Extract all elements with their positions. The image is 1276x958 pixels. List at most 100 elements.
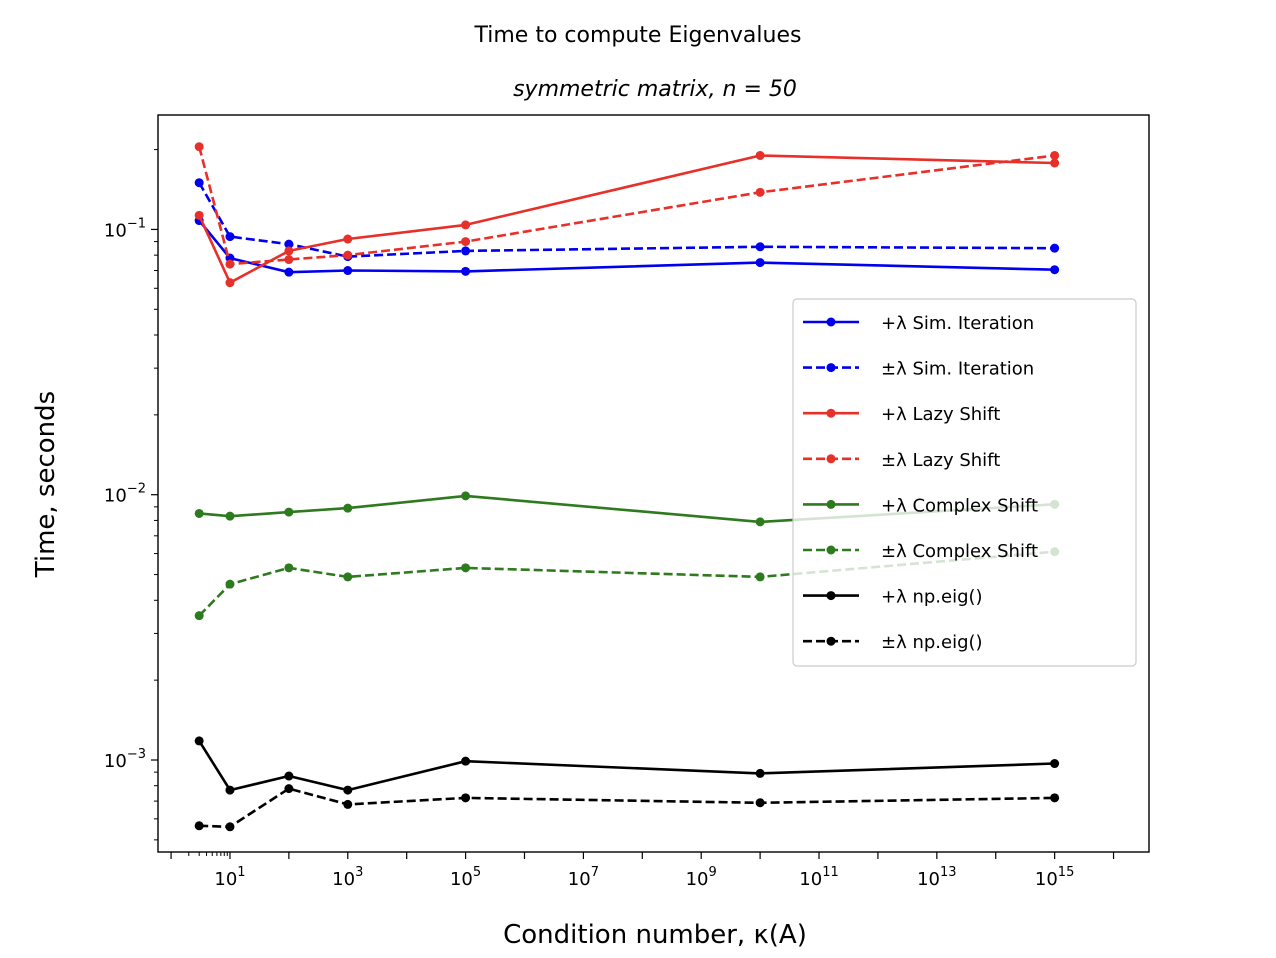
x-tick-label: 1015 [1035, 865, 1074, 890]
data-point [194, 611, 204, 621]
legend-box [792, 298, 1137, 667]
y-tick-label: 10−2 [104, 482, 146, 507]
data-point [461, 246, 471, 256]
data-point [284, 267, 294, 277]
y-tick-label: 10−1 [104, 216, 146, 241]
x-tick-label: 101 [214, 865, 245, 890]
data-point [1050, 265, 1060, 275]
data-point [194, 736, 204, 746]
legend-marker [826, 408, 836, 418]
data-point [343, 250, 353, 260]
legend-entry: +λ Lazy Shift [803, 404, 1000, 425]
x-axis-label: Condition number, κ(A) [503, 920, 807, 950]
data-point [225, 259, 235, 269]
data-point [284, 563, 294, 573]
data-point [194, 821, 204, 831]
plot-frame [157, 114, 1150, 853]
axes-layer: 101 103 105 107 109 1011 1013 1015 10−1 10−2 10−3 [104, 114, 1150, 890]
chart-subtitle: symmetric matrix, n = 50 [513, 77, 797, 102]
data-point [284, 255, 294, 265]
data-point [755, 258, 765, 268]
x-tick-label: 107 [568, 865, 599, 890]
x-tick-label: 109 [686, 865, 717, 890]
data-point [461, 756, 471, 766]
legend-label: +λ Sim. Iteration [881, 313, 1034, 334]
data-point [1050, 150, 1060, 160]
data-point [461, 563, 471, 573]
data-point [194, 142, 204, 152]
legend-label: +λ Complex Shift [881, 495, 1038, 516]
legend-entry: ±λ Complex Shift [803, 541, 1038, 562]
x-tick-label: 105 [450, 865, 481, 890]
legend-label: +λ np.eig() [881, 587, 983, 608]
data-point [284, 784, 294, 794]
legend: +λ Sim. Iteration ±λ Sim. Iteration +λ Laz… [792, 298, 1137, 667]
data-point [1050, 243, 1060, 253]
legend-marker [826, 591, 836, 601]
data-point [343, 503, 353, 513]
data-point [343, 799, 353, 809]
data-point [755, 517, 765, 527]
legend-entry: ±λ Sim. Iteration [803, 359, 1034, 380]
legend-entry: +λ np.eig() [803, 587, 983, 608]
data-point [284, 507, 294, 517]
data-point [284, 239, 294, 249]
data-point [225, 278, 235, 288]
x-tick-label: 1011 [799, 865, 838, 890]
data-point [194, 178, 204, 188]
series-6 [194, 736, 1060, 795]
series-line [198, 182, 1055, 258]
data-point [194, 210, 204, 220]
legend-marker [826, 363, 836, 373]
data-point [343, 234, 353, 244]
data-point [225, 579, 235, 589]
data-point [284, 246, 294, 256]
data-point [284, 771, 294, 781]
data-point [1050, 759, 1060, 769]
data-point [343, 785, 353, 795]
data-point [755, 768, 765, 778]
legend-label: ±λ Lazy Shift [881, 450, 1000, 471]
data-point [755, 572, 765, 582]
data-point [194, 508, 204, 518]
legend-label: ±λ Complex Shift [881, 541, 1038, 562]
data-point [461, 793, 471, 803]
data-point [755, 150, 765, 160]
series-0 [194, 216, 1060, 277]
legend-entry: ±λ np.eig() [803, 632, 983, 653]
legend-label: ±λ np.eig() [881, 632, 983, 653]
legend-marker [826, 545, 836, 555]
data-point [1050, 158, 1060, 168]
x-tick-label: 103 [332, 865, 363, 890]
data-point [755, 798, 765, 808]
data-point [343, 266, 353, 276]
legend-marker [826, 317, 836, 327]
y-axis-label: Time, seconds [31, 391, 61, 578]
data-point [461, 266, 471, 276]
series-3 [194, 142, 1060, 269]
legend-marker [826, 636, 836, 646]
legend-entry: +λ Complex Shift [803, 495, 1038, 516]
legend-label: +λ Lazy Shift [881, 404, 1000, 425]
data-point [225, 232, 235, 242]
data-point [461, 491, 471, 501]
series-line [198, 740, 1055, 792]
data-point [461, 237, 471, 247]
series-line [199, 787, 1055, 829]
series-7 [194, 784, 1060, 832]
series-1 [194, 178, 1060, 262]
legend-label: ±λ Sim. Iteration [881, 359, 1034, 380]
data-point [343, 572, 353, 582]
legend-marker [826, 499, 836, 509]
data-point [755, 187, 765, 197]
chart-title: Time to compute Eigenvalues [474, 23, 802, 48]
data-point [225, 785, 235, 795]
data-point [1050, 793, 1060, 803]
series-2 [194, 150, 1060, 288]
data-point [225, 511, 235, 521]
legend-marker [826, 454, 836, 464]
data-point [755, 242, 765, 252]
y-tick-label: 10−3 [104, 747, 146, 772]
legend-entry: ±λ Lazy Shift [803, 450, 1000, 471]
